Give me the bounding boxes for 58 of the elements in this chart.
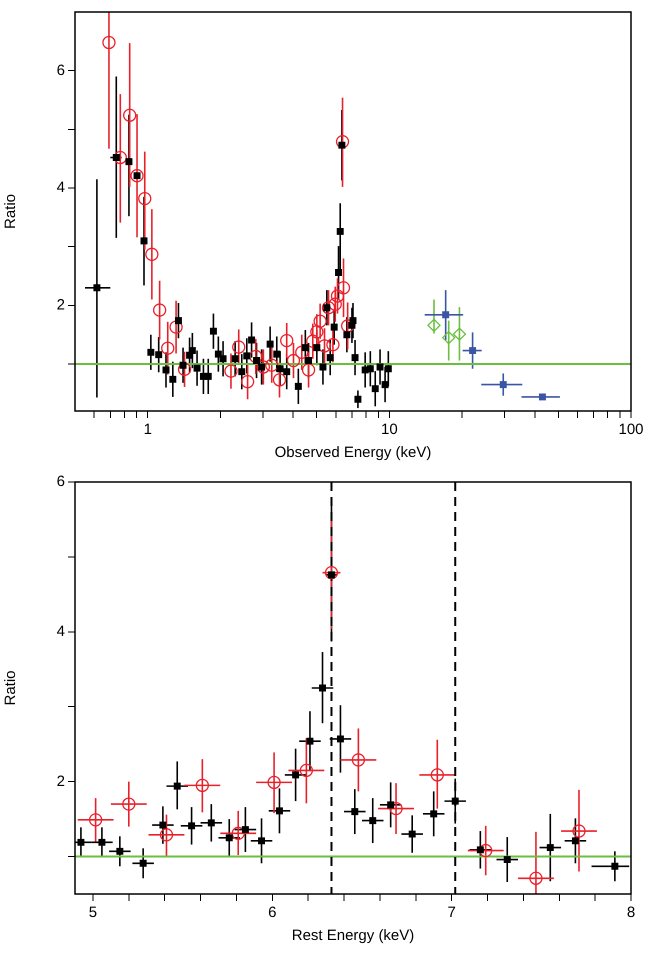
point <box>324 566 338 580</box>
x-tick-label: 100 <box>618 421 644 438</box>
point <box>226 834 233 842</box>
point <box>319 684 326 692</box>
point <box>611 862 618 870</box>
point <box>159 822 166 829</box>
point <box>546 844 554 852</box>
y-tick-label: 2 <box>56 772 65 790</box>
point <box>572 837 579 844</box>
point <box>504 856 511 864</box>
point <box>387 801 394 808</box>
y-tick-label: 4 <box>56 622 65 640</box>
point <box>242 826 249 834</box>
x-axis-title: Observed Energy (keV) <box>274 444 432 462</box>
point <box>529 872 543 885</box>
y-tick-label: 6 <box>56 62 65 79</box>
point <box>479 844 492 858</box>
point <box>452 798 459 805</box>
point <box>174 782 181 790</box>
y-tick-label: 6 <box>56 473 65 490</box>
x-tick-label: 5 <box>88 904 98 922</box>
point <box>258 837 266 844</box>
point <box>352 753 366 767</box>
y-axis-title: Ratio <box>2 670 20 706</box>
point <box>196 778 209 792</box>
point <box>267 776 281 790</box>
point <box>389 802 403 816</box>
point <box>306 738 314 745</box>
point <box>208 819 215 826</box>
x-tick-label: 1 <box>144 421 152 438</box>
point <box>160 828 174 842</box>
point <box>336 735 344 742</box>
point <box>188 822 196 830</box>
point <box>572 824 586 838</box>
point <box>88 813 102 826</box>
point <box>369 817 376 824</box>
y-tick-label: 4 <box>56 179 65 196</box>
point <box>140 860 147 867</box>
point <box>408 830 416 838</box>
point <box>292 771 300 778</box>
x-tick-label: 10 <box>381 421 398 438</box>
x-axis-title: Rest Energy (keV) <box>292 927 414 944</box>
point <box>300 764 314 778</box>
point <box>232 826 245 840</box>
x-tick-label: 7 <box>447 904 456 922</box>
point <box>116 848 124 855</box>
point <box>430 810 438 818</box>
y-axis-title: Ratio <box>2 194 20 230</box>
x-tick-label: 8 <box>626 904 636 922</box>
point <box>122 797 136 811</box>
y-tick-label: 2 <box>56 296 65 314</box>
x-tick-label: 6 <box>268 904 276 922</box>
point <box>351 808 358 816</box>
point <box>476 846 484 854</box>
point <box>430 768 444 782</box>
point <box>276 807 283 814</box>
point <box>98 838 106 846</box>
point <box>77 838 84 846</box>
